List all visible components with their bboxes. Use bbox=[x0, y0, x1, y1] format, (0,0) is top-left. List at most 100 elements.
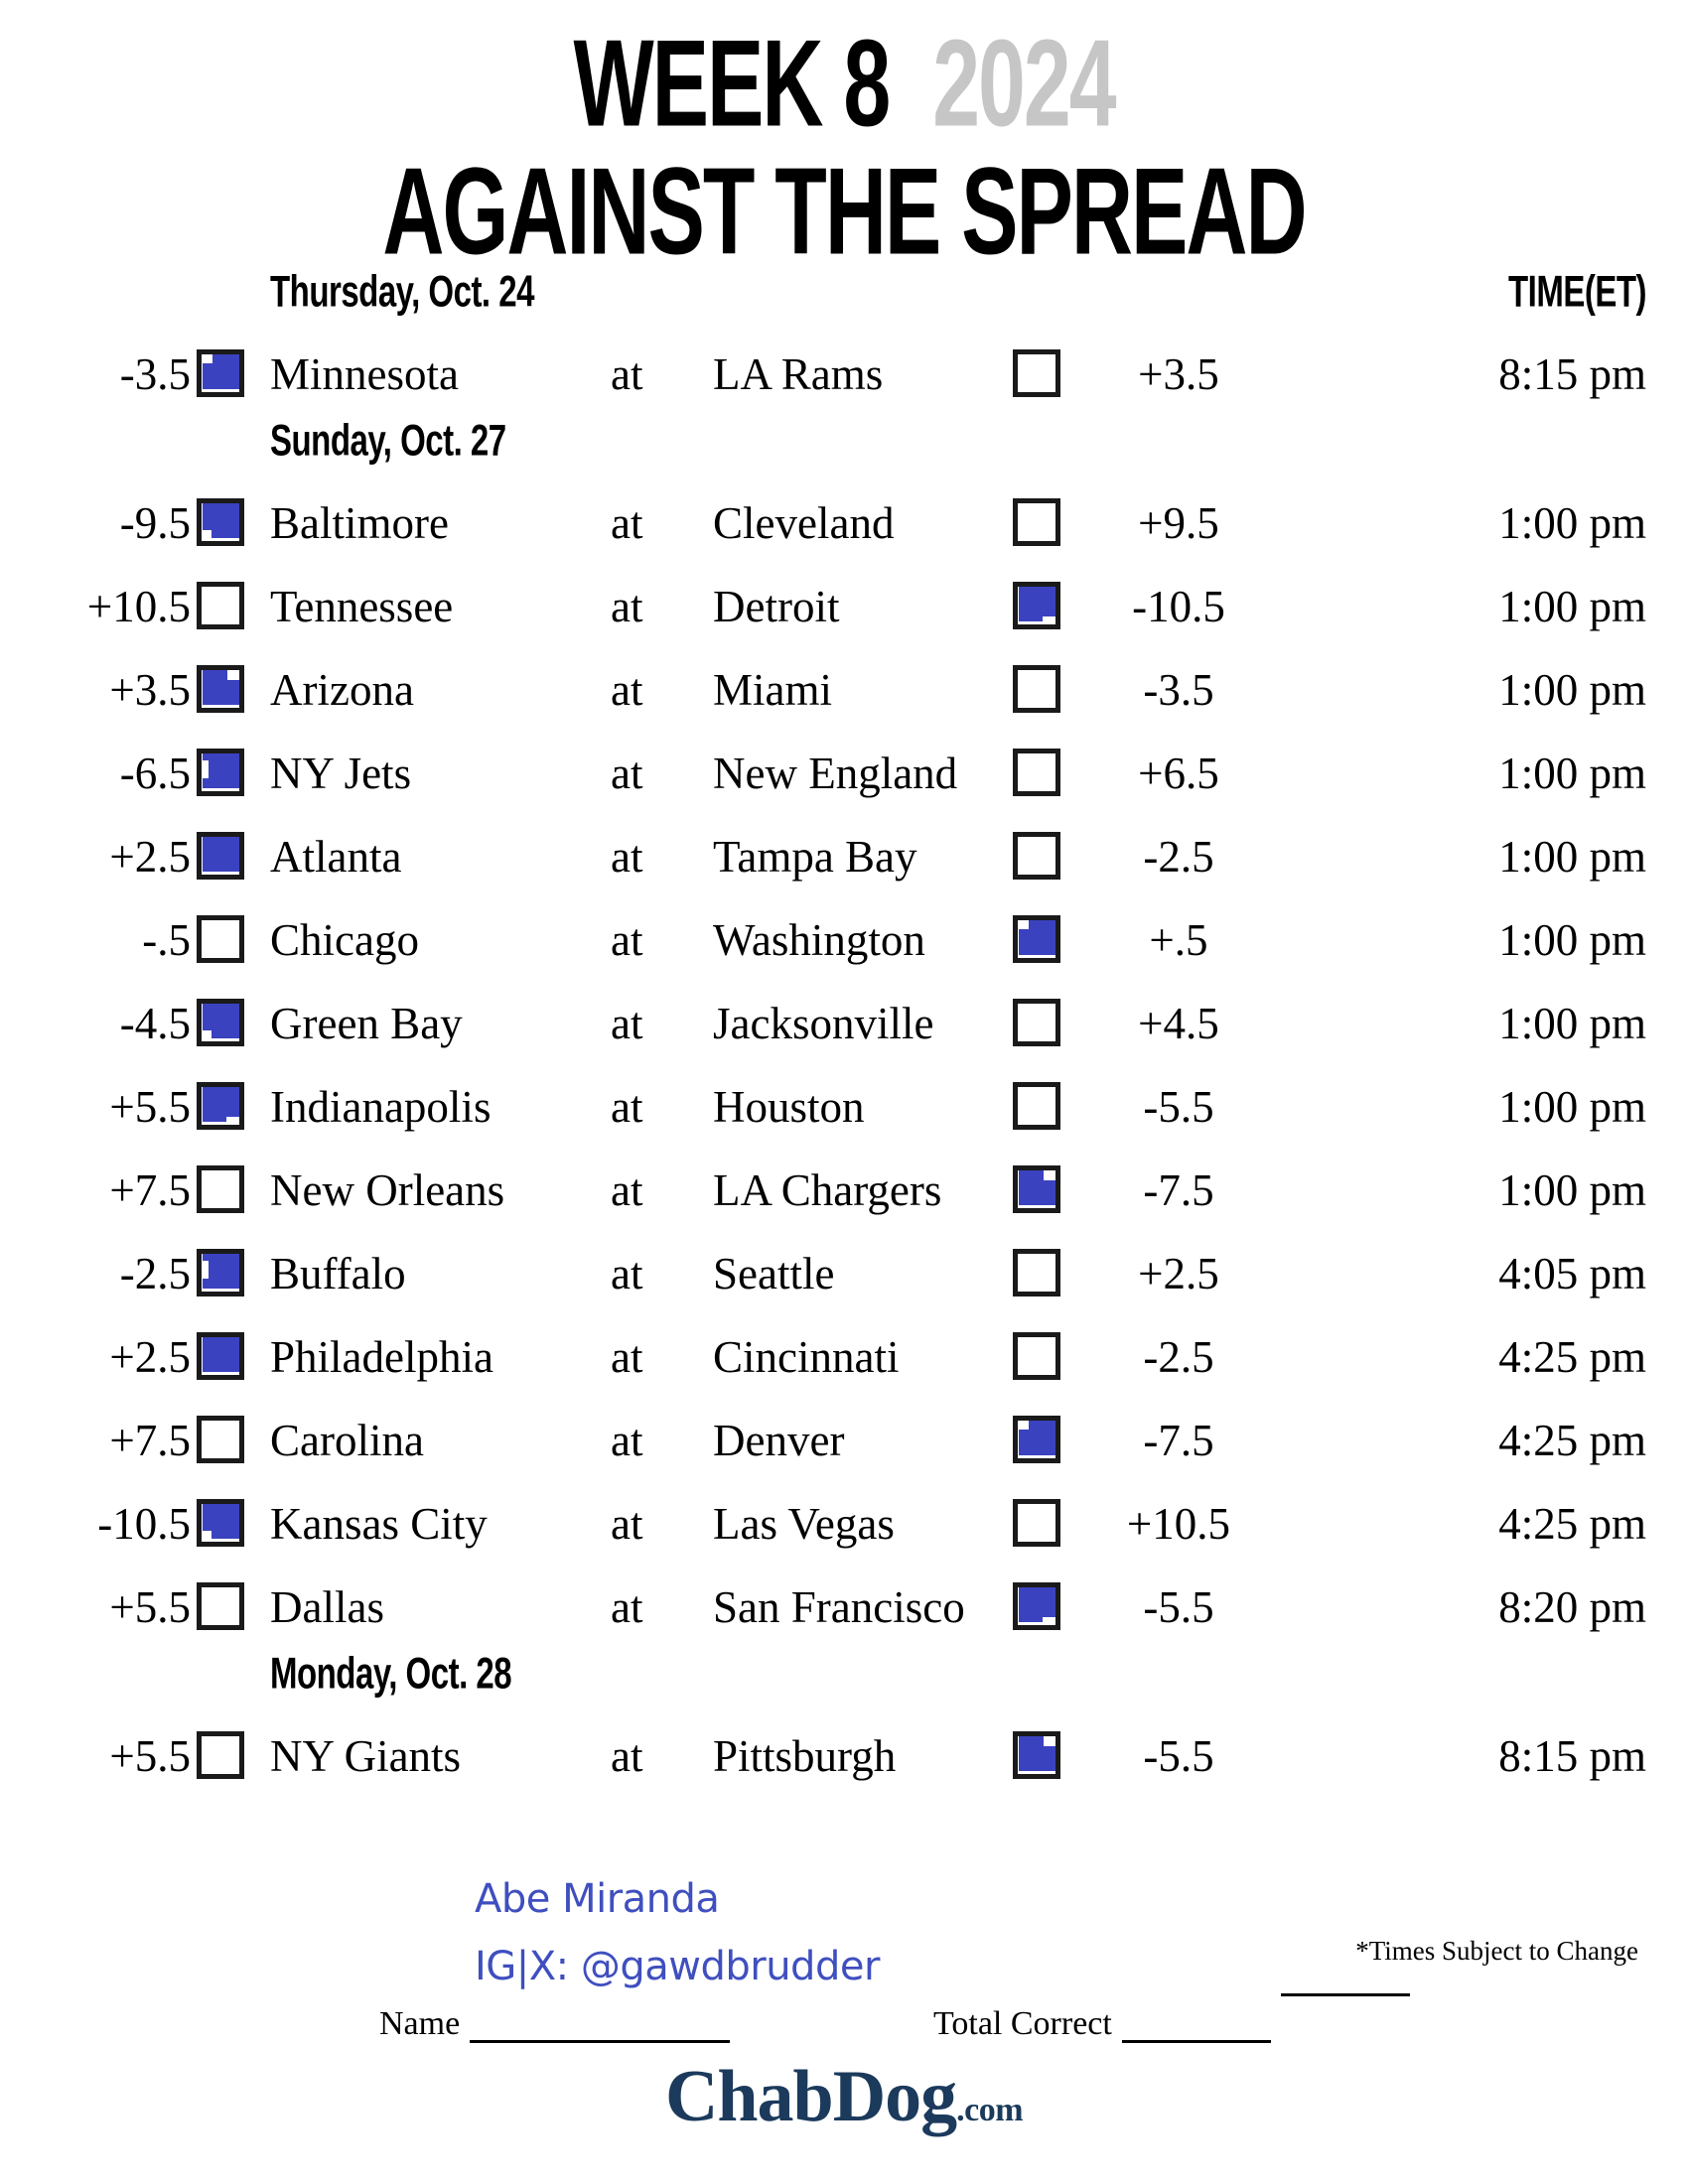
game-row: +5.5 NY Giants at Pittsburgh -5.5 8:15 pm bbox=[0, 1713, 1688, 1797]
home-checkbox[interactable] bbox=[1013, 1332, 1060, 1380]
game-row: -.5 Chicago at Washington +.5 1:00 pm bbox=[0, 897, 1688, 981]
away-checkbox[interactable] bbox=[197, 582, 244, 629]
home-checkbox-wrap bbox=[1013, 1082, 1060, 1130]
home-checkbox[interactable] bbox=[1013, 349, 1060, 397]
day-header: Thursday, Oct. 24 TIME(ET) bbox=[0, 266, 1688, 332]
checkbox-fill-mark bbox=[1019, 920, 1055, 955]
game-row: +7.5 Carolina at Denver -7.5 4:25 pm bbox=[0, 1398, 1688, 1481]
home-checkbox[interactable] bbox=[1013, 498, 1060, 546]
away-checkbox-wrap bbox=[197, 498, 244, 546]
away-team-name: Chicago bbox=[270, 915, 419, 965]
score-rule[interactable] bbox=[1281, 1993, 1410, 1996]
home-checkbox[interactable] bbox=[1013, 665, 1060, 713]
name-label: Name bbox=[379, 2005, 461, 2042]
away-team-name: Dallas bbox=[270, 1582, 384, 1632]
at-separator: at bbox=[611, 1416, 643, 1465]
game-time: 8:15 pm bbox=[1498, 1731, 1646, 1781]
game-time: 1:00 pm bbox=[1498, 915, 1646, 965]
at-separator: at bbox=[611, 1332, 643, 1382]
name-input-rule[interactable] bbox=[470, 2040, 731, 2043]
home-checkbox[interactable] bbox=[1013, 1731, 1060, 1779]
home-checkbox[interactable] bbox=[1013, 1165, 1060, 1213]
game-row: +10.5 Tennessee at Detroit -10.5 1:00 pm bbox=[0, 564, 1688, 647]
away-checkbox[interactable] bbox=[197, 349, 244, 397]
home-checkbox-wrap bbox=[1013, 915, 1060, 963]
away-checkbox[interactable] bbox=[197, 1165, 244, 1213]
away-checkbox[interactable] bbox=[197, 1499, 244, 1547]
away-spread: +5.5 bbox=[109, 1082, 191, 1132]
game-row: -4.5 Green Bay at Jacksonville +4.5 1:00 pm bbox=[0, 981, 1688, 1064]
total-correct-label: Total Correct bbox=[933, 2005, 1112, 2042]
home-checkbox-wrap bbox=[1013, 665, 1060, 713]
time-column-header: TIME(ET) bbox=[1508, 266, 1646, 316]
game-time: 8:20 pm bbox=[1498, 1582, 1646, 1632]
away-checkbox[interactable] bbox=[197, 1731, 244, 1779]
home-checkbox[interactable] bbox=[1013, 1249, 1060, 1297]
away-team-name: Minnesota bbox=[270, 349, 459, 399]
home-checkbox[interactable] bbox=[1013, 582, 1060, 629]
away-checkbox[interactable] bbox=[197, 749, 244, 796]
home-checkbox-wrap bbox=[1013, 749, 1060, 796]
home-checkbox-wrap bbox=[1013, 1582, 1060, 1630]
away-checkbox[interactable] bbox=[197, 1416, 244, 1463]
logo-wordmark: ChabDog bbox=[664, 2056, 957, 2137]
checkbox-fill-mark bbox=[203, 1254, 239, 1289]
home-spread: -7.5 bbox=[1143, 1416, 1214, 1465]
name-field[interactable]: Name bbox=[379, 2005, 731, 2043]
home-checkbox-wrap bbox=[1013, 1416, 1060, 1463]
away-spread: -4.5 bbox=[119, 999, 191, 1048]
home-spread: -2.5 bbox=[1143, 832, 1214, 882]
away-spread: +7.5 bbox=[109, 1416, 191, 1465]
away-team-name: NY Giants bbox=[270, 1731, 462, 1781]
home-checkbox-wrap bbox=[1013, 1165, 1060, 1213]
home-checkbox[interactable] bbox=[1013, 999, 1060, 1046]
away-checkbox[interactable] bbox=[197, 498, 244, 546]
checkbox-fill-mark bbox=[203, 1004, 239, 1038]
away-spread: +5.5 bbox=[109, 1731, 191, 1781]
away-checkbox[interactable] bbox=[197, 1582, 244, 1630]
away-checkbox[interactable] bbox=[197, 832, 244, 880]
home-checkbox[interactable] bbox=[1013, 1582, 1060, 1630]
home-team-name: Washington bbox=[713, 915, 925, 965]
home-checkbox[interactable] bbox=[1013, 1082, 1060, 1130]
total-correct-field[interactable]: Total Correct bbox=[933, 2005, 1271, 2043]
away-checkbox[interactable] bbox=[197, 1082, 244, 1130]
away-checkbox[interactable] bbox=[197, 1249, 244, 1297]
total-correct-input-rule[interactable] bbox=[1121, 2040, 1271, 2043]
game-time: 1:00 pm bbox=[1498, 665, 1646, 715]
checkbox-fill-mark bbox=[203, 503, 239, 538]
home-checkbox[interactable] bbox=[1013, 749, 1060, 796]
home-team-name: New England bbox=[713, 749, 958, 798]
away-checkbox-wrap bbox=[197, 1332, 244, 1380]
home-team-name: Denver bbox=[713, 1416, 845, 1465]
home-spread: -7.5 bbox=[1143, 1165, 1214, 1215]
filled-name-value: Abe Miranda bbox=[475, 1876, 720, 1922]
checkbox-fill-mark bbox=[203, 354, 239, 389]
home-checkbox[interactable] bbox=[1013, 832, 1060, 880]
home-checkbox[interactable] bbox=[1013, 1499, 1060, 1547]
away-team-name: Tennessee bbox=[270, 582, 454, 631]
home-checkbox[interactable] bbox=[1013, 1416, 1060, 1463]
home-team-name: Cleveland bbox=[713, 498, 895, 548]
home-team-name: Miami bbox=[713, 665, 832, 715]
away-checkbox-wrap bbox=[197, 1499, 244, 1547]
home-checkbox[interactable] bbox=[1013, 915, 1060, 963]
away-checkbox[interactable] bbox=[197, 1332, 244, 1380]
at-separator: at bbox=[611, 1082, 643, 1132]
away-checkbox-wrap bbox=[197, 582, 244, 629]
home-team-name: LA Rams bbox=[713, 349, 884, 399]
away-checkbox[interactable] bbox=[197, 665, 244, 713]
home-spread: +9.5 bbox=[1138, 498, 1219, 548]
day-label: Thursday, Oct. 24 bbox=[270, 266, 534, 316]
home-checkbox-wrap bbox=[1013, 498, 1060, 546]
chabdog-logo[interactable]: ChabDog.com bbox=[0, 2055, 1688, 2139]
away-checkbox-wrap bbox=[197, 1731, 244, 1779]
home-team-name: San Francisco bbox=[713, 1582, 965, 1632]
home-team-name: Jacksonville bbox=[713, 999, 934, 1048]
game-time: 1:00 pm bbox=[1498, 749, 1646, 798]
logo-tld: .com bbox=[956, 2092, 1024, 2128]
away-checkbox[interactable] bbox=[197, 999, 244, 1046]
away-checkbox-wrap bbox=[197, 832, 244, 880]
away-checkbox[interactable] bbox=[197, 915, 244, 963]
game-time: 1:00 pm bbox=[1498, 498, 1646, 548]
